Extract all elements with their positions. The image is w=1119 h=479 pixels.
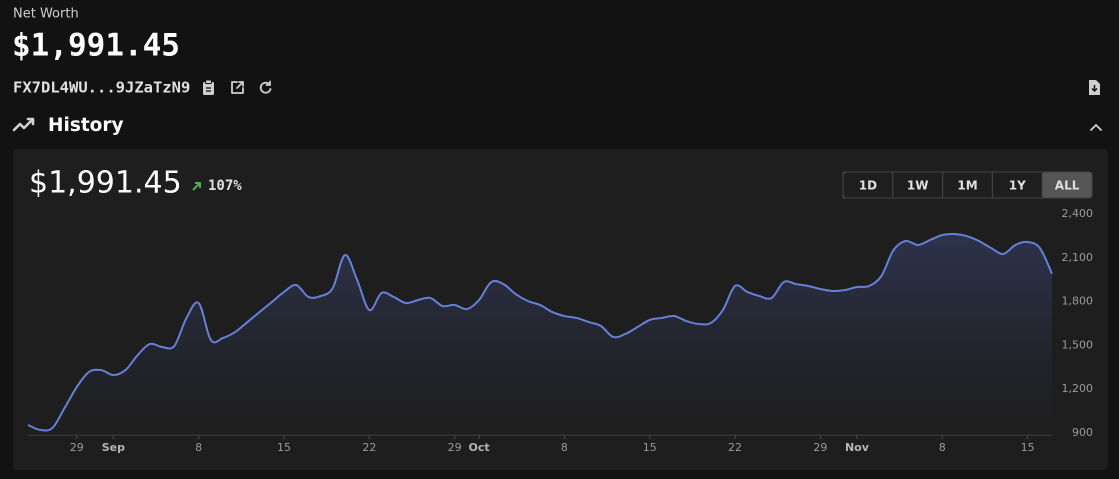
plot: 900 1,200 1,500 1,800 2,100 2,400 29 Sep 8 15 22 29… (27, 207, 1094, 454)
y-tick-label: 1,200 (1062, 382, 1094, 395)
x-tick-label: 8 (561, 441, 568, 454)
x-tick-label: 15 (277, 441, 291, 454)
x-tick-label: 8 (195, 441, 202, 454)
x-tick-label: 15 (1021, 441, 1035, 454)
download-icon[interactable] (1089, 80, 1100, 95)
x-tick-label: 29 (70, 441, 84, 454)
line (27, 232, 1053, 432)
x-tick-label: Nov (845, 441, 870, 454)
x-tick-label: Sep (102, 441, 125, 454)
range-button[interactable]: ALL (1041, 171, 1093, 199)
section-title: History (48, 115, 124, 136)
x-tick-label: 22 (728, 441, 742, 454)
range-button-label[interactable]: 1Y (1009, 179, 1026, 193)
y-tick-label: 900 (1072, 426, 1093, 439)
net-worth-label: Net Worth (13, 7, 79, 22)
change-percent: 107% (208, 178, 242, 194)
range-button-label[interactable]: 1W (907, 179, 929, 193)
range-buttons: 1D 1W 1M 1Y ALL (842, 171, 1093, 199)
range-button-bg[interactable] (1041, 171, 1093, 199)
collapse-chevron[interactable] (1090, 124, 1102, 131)
y-tick-label: 1,800 (1062, 295, 1094, 308)
x-tick-label: 15 (643, 441, 657, 454)
net-worth-value: $1,991.45 (12, 28, 180, 64)
x-tick-label: 8 (939, 441, 946, 454)
range-button-label[interactable]: ALL (1055, 179, 1080, 193)
chart-value: $1,991.45 (29, 166, 182, 201)
x-tick-label: 29 (448, 441, 462, 454)
trend-icon (12, 117, 35, 132)
x-tick-label: 29 (813, 441, 827, 454)
y-tick-label: 2,400 (1062, 207, 1094, 220)
refresh-icon[interactable] (259, 80, 272, 94)
y-tick-label: 2,100 (1062, 251, 1094, 264)
copy-icon[interactable] (203, 79, 214, 95)
y-tick-label: 1,500 (1062, 338, 1094, 351)
wallet-address: FX7DL4WU...9JZaTzN9 (13, 79, 190, 97)
change-arrow (192, 182, 201, 191)
range-button-label[interactable]: 1M (957, 179, 977, 193)
range-button-label[interactable]: 1D (859, 179, 877, 193)
x-tick-label: 22 (362, 441, 376, 454)
external-link-icon[interactable] (231, 81, 244, 94)
x-tick-label: Oct (468, 441, 489, 454)
